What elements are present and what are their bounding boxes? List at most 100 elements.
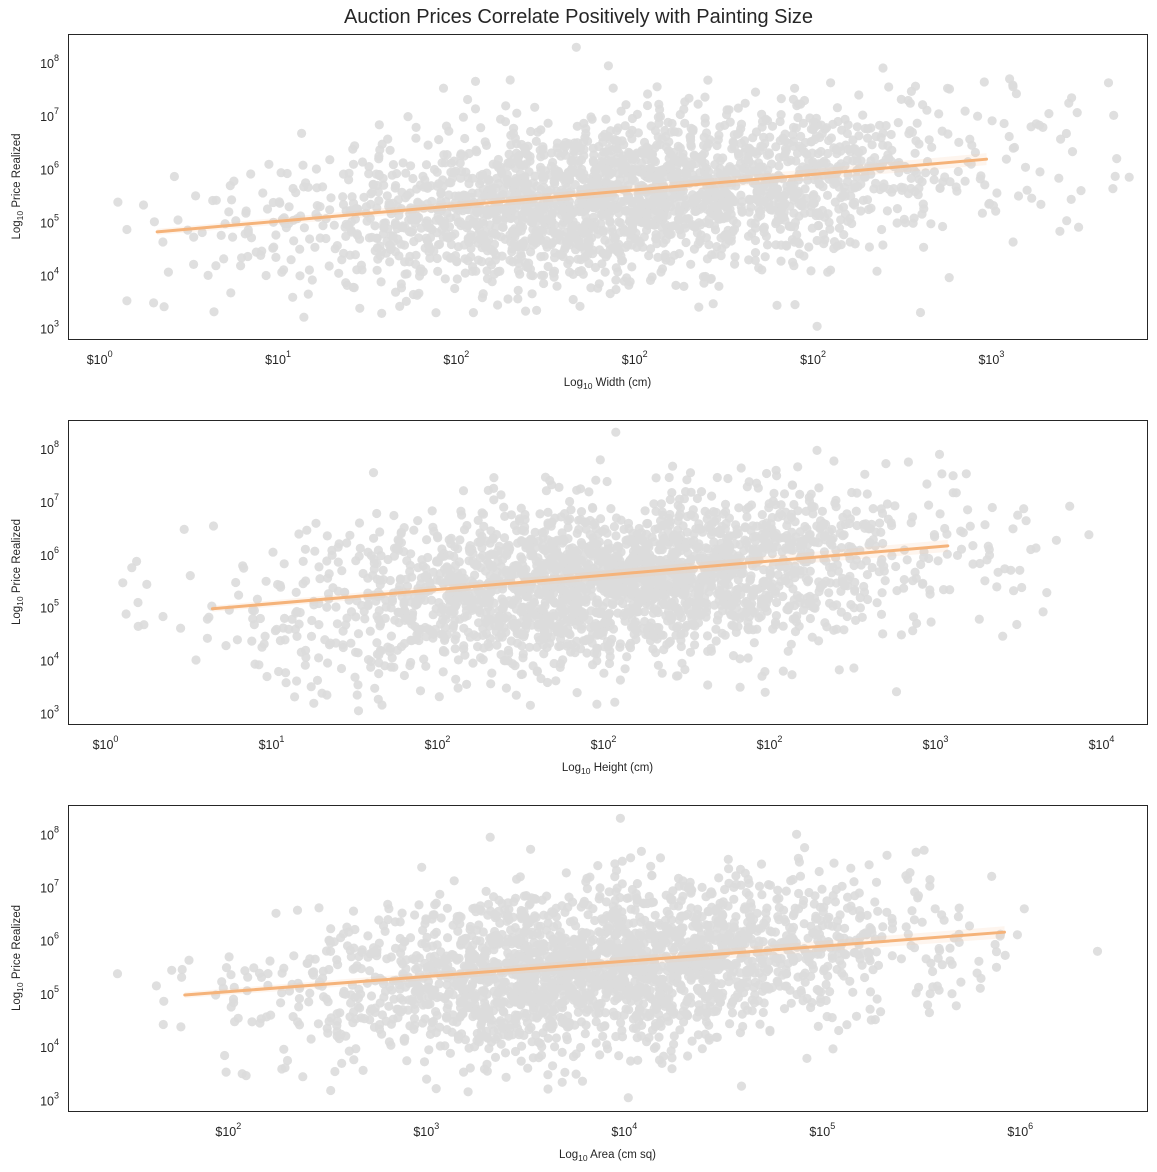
scatter-point — [334, 268, 344, 278]
scatter-point — [465, 593, 475, 604]
scatter-point — [790, 517, 800, 527]
scatter-point — [634, 599, 644, 609]
scatter-point — [653, 213, 663, 223]
scatter-point — [783, 646, 793, 656]
scatter-point — [673, 606, 683, 616]
scatter-point — [485, 538, 495, 548]
scatter-point — [149, 298, 159, 308]
scatter-point — [1008, 143, 1018, 153]
scatter-point — [892, 204, 903, 214]
scatter-point — [300, 660, 310, 670]
scatter-point — [807, 148, 817, 158]
scatter-point — [322, 531, 332, 541]
scatter-point — [852, 172, 862, 182]
scatter-point — [297, 128, 307, 138]
scatter-point — [522, 592, 533, 602]
scatter-point — [395, 301, 405, 311]
scatter-point — [627, 174, 638, 184]
scatter-point — [759, 576, 769, 586]
scatter-point — [925, 585, 935, 595]
scatter-point — [400, 269, 410, 279]
scatter-point — [875, 120, 885, 130]
scatter-point — [438, 83, 449, 93]
scatter-point — [376, 277, 386, 287]
scatter-point — [1013, 191, 1024, 201]
scatter-point — [670, 589, 680, 599]
scatter-point — [575, 585, 585, 595]
scatter-point — [792, 101, 802, 111]
scatter-point — [580, 1029, 590, 1039]
scatter-point — [588, 660, 598, 670]
scatter-point — [185, 571, 195, 581]
scatter-point — [374, 196, 384, 206]
scatter-point — [323, 589, 334, 599]
scatter-point — [621, 100, 631, 110]
scatter-point — [374, 615, 384, 625]
scatter-point — [771, 611, 782, 621]
scatter-point — [909, 915, 920, 925]
regression-line — [155, 157, 988, 234]
scatter-point — [355, 234, 365, 244]
scatter-point — [812, 235, 822, 246]
scatter-point — [547, 210, 557, 220]
scatter-point — [486, 526, 496, 536]
scatter-point — [473, 537, 483, 547]
scatter-point — [434, 135, 444, 145]
scatter-point — [905, 98, 915, 108]
scatter-point — [363, 655, 374, 665]
scatter-point — [791, 156, 801, 166]
scatter-point — [588, 156, 598, 166]
scatter-point — [960, 176, 970, 186]
scatter-point — [943, 129, 953, 139]
scatter-point — [566, 614, 576, 624]
scatter-point — [453, 591, 463, 601]
scatter-point — [521, 306, 531, 316]
scatter-point — [573, 224, 583, 234]
scatter-point — [527, 612, 537, 622]
scatter-point — [781, 507, 791, 517]
scatter-point — [309, 600, 319, 610]
scatter-point — [877, 224, 887, 235]
scatter-point — [859, 172, 869, 182]
scatter-point — [489, 473, 499, 483]
scatter-point — [795, 141, 805, 151]
scatter-point — [364, 233, 374, 243]
scatter-point — [294, 619, 304, 629]
scatter-point — [702, 631, 713, 641]
scatter-point — [1109, 110, 1119, 120]
scatter-point — [758, 142, 768, 152]
scatter-point — [845, 554, 855, 564]
scatter-point — [984, 544, 994, 555]
x-tick-label: $103 — [923, 734, 949, 752]
scatter-point — [704, 240, 714, 250]
scatter-point — [536, 270, 547, 280]
scatter-point — [431, 308, 441, 318]
scatter-point — [725, 164, 735, 174]
x-tick-label: $101 — [265, 349, 291, 367]
scatter-point — [586, 283, 596, 293]
scatter-point — [754, 613, 764, 623]
scatter-point — [564, 197, 575, 207]
scatter-point — [526, 126, 536, 137]
scatter-point — [685, 468, 696, 478]
scatter-point — [526, 270, 536, 280]
scatter-point — [476, 563, 486, 573]
scatter-point — [679, 104, 689, 114]
scatter-point — [786, 639, 796, 649]
scatter-point — [532, 642, 542, 652]
scatter-point — [600, 129, 610, 139]
scatter-point — [720, 581, 730, 592]
scatter-point — [487, 560, 497, 571]
scatter-point — [249, 605, 259, 616]
scatter-point — [760, 178, 770, 188]
scatter-point — [805, 591, 815, 602]
scatter-point — [329, 220, 339, 230]
scatter-point — [750, 248, 761, 258]
scatter-point — [616, 106, 626, 116]
scatter-point — [722, 600, 732, 610]
scatter-point — [732, 164, 742, 174]
scatter-point — [489, 483, 499, 493]
scatter-point — [786, 179, 796, 189]
scatter-point — [657, 521, 667, 531]
scatter-point — [802, 557, 812, 567]
